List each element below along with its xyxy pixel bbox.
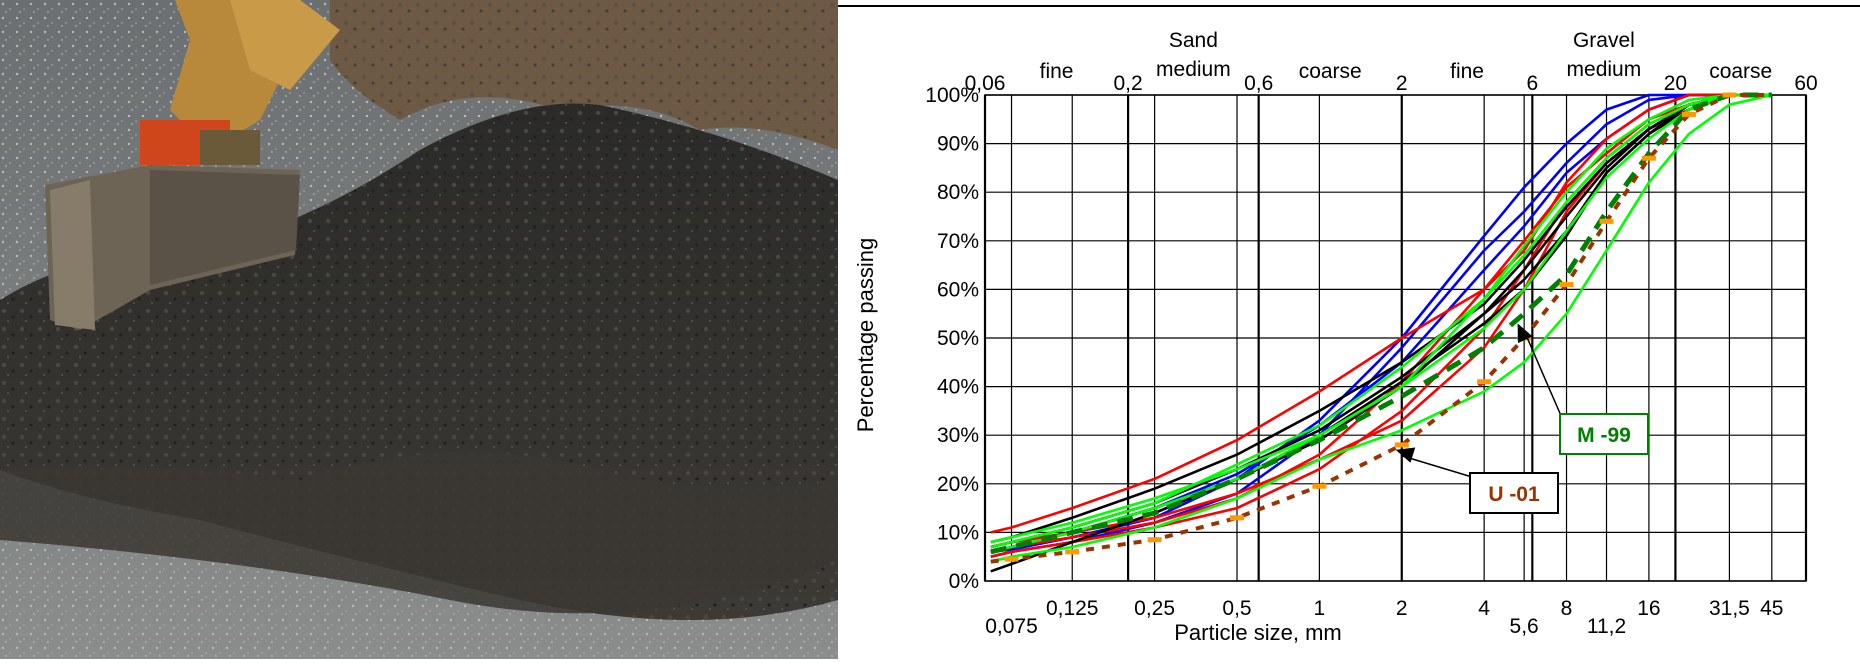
x-tick-label: 2 xyxy=(1396,597,1408,620)
fraction-label: coarse xyxy=(1709,60,1772,83)
x-tick-label: 8 xyxy=(1561,597,1573,620)
soil-pile-illustration xyxy=(0,0,838,659)
chart-svg: M -99 U -01 0% 10% 20% 30% 40% 50% 60% 70% 80% 90%… xyxy=(838,0,1860,659)
x-tick-label: 0,5 xyxy=(1222,597,1251,620)
fraction-group-label: Gravel xyxy=(1573,29,1635,52)
fraction-label: medium xyxy=(1567,58,1642,81)
y-tick-label: 90% xyxy=(937,133,979,156)
y-tick-label: 50% xyxy=(937,327,979,350)
excavator-bucket xyxy=(45,165,300,330)
annotation-arrowhead xyxy=(1517,323,1533,344)
series-line xyxy=(990,92,1772,555)
series-line xyxy=(990,93,1772,544)
y-tick-label: 80% xyxy=(937,181,979,204)
y-axis-title: Percentage passing xyxy=(853,238,878,432)
x-tick-label: 0,075 xyxy=(985,615,1038,638)
y-tick-label: 40% xyxy=(937,376,979,399)
plot-frame xyxy=(984,94,1807,582)
fraction-label: medium xyxy=(1156,58,1231,81)
top-tick-label: 60 xyxy=(1794,72,1817,95)
soil-pile-photo xyxy=(0,0,838,659)
fraction-group-label: Sand xyxy=(1169,29,1218,52)
y-tick-label: 10% xyxy=(937,521,979,544)
series-line xyxy=(990,93,1772,549)
top-tick-label: 0,6 xyxy=(1244,72,1273,95)
x-tick-label: 0,125 xyxy=(1046,597,1099,620)
annotation-arrowhead xyxy=(1395,447,1416,463)
y-tick-label: 20% xyxy=(937,473,979,496)
y-tick-label: 100% xyxy=(925,84,979,107)
series-line xyxy=(990,93,1772,554)
x-tick-label: 0,25 xyxy=(1134,597,1175,620)
x-axis-title: Particle size, mm xyxy=(1174,620,1341,645)
annotation-arrow xyxy=(1522,329,1563,419)
y-tick-label: 70% xyxy=(937,230,979,253)
top-tick-label: 20 xyxy=(1664,72,1687,95)
x-tick-label: 5,6 xyxy=(1510,615,1539,638)
x-tick-label: 11,2 xyxy=(1587,615,1626,638)
x-tick-label: 31,5 xyxy=(1709,597,1750,620)
top-tick-label: 0,2 xyxy=(1113,72,1142,95)
top-tick-label: 6 xyxy=(1526,72,1538,95)
excavator-arm xyxy=(140,0,340,165)
series-line xyxy=(990,93,1772,558)
annotation-arrow xyxy=(1401,455,1473,478)
y-tick-label: 30% xyxy=(937,424,979,447)
x-tick-label: 16 xyxy=(1637,597,1660,620)
grading-curve-chart: M -99 U -01 0% 10% 20% 30% 40% 50% 60% 70% 80% 90%… xyxy=(838,0,1860,659)
soil-spread xyxy=(0,452,838,614)
fraction-label: fine xyxy=(1040,60,1074,83)
x-tick-label: 45 xyxy=(1760,597,1783,620)
x-tick-label: 1 xyxy=(1314,597,1326,620)
y-tick-label: 60% xyxy=(937,278,979,301)
fraction-label: fine xyxy=(1450,60,1484,83)
x-tick-label: 4 xyxy=(1478,597,1490,620)
top-tick-label: 2 xyxy=(1396,72,1408,95)
annotation-label: U -01 xyxy=(1488,483,1540,506)
annotation-label: M -99 xyxy=(1577,424,1631,447)
annotation-box xyxy=(1469,472,1559,514)
fraction-label: coarse xyxy=(1299,60,1362,83)
top-tick-label: 0,06 xyxy=(965,72,1006,95)
annotation-box xyxy=(1559,413,1649,455)
series-line xyxy=(990,93,1773,563)
y-tick-label: 0% xyxy=(949,570,979,593)
